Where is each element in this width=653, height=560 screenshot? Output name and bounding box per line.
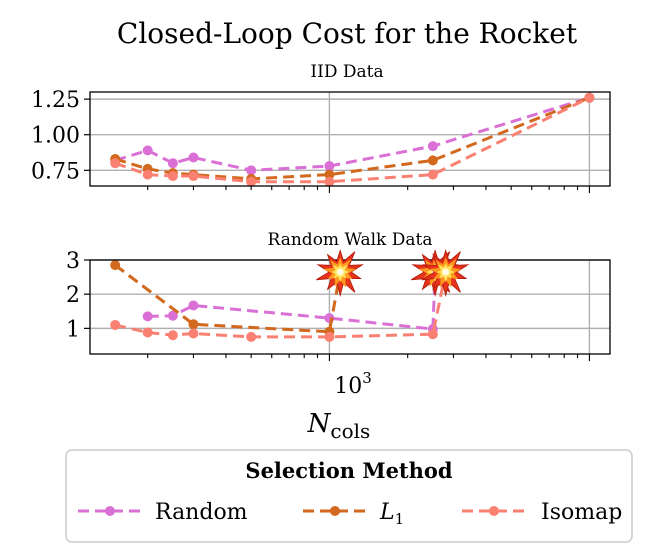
legend: Selection Method Random L1 Isomap (65, 449, 633, 543)
data-point-isomap (246, 331, 257, 342)
chart-title: Closed-Loop Cost for the Rocket (117, 17, 578, 50)
data-point-isomap (427, 329, 438, 340)
data-point-isomap (246, 176, 257, 187)
data-point-isomap (427, 169, 438, 180)
series-line-isomap (114, 271, 448, 339)
legend-label: Isomap (541, 500, 622, 525)
subplot-random-walk: Random Walk Data 1 2 3 (66, 230, 611, 361)
y-tick-label: 2 (66, 283, 80, 308)
series-line-isomap (114, 96, 591, 184)
data-point-isomap (167, 330, 178, 341)
data-point-isomap (324, 176, 335, 187)
data-point-isomap (110, 319, 121, 330)
data-point-l1 (427, 155, 438, 166)
y-tick-label: 1.00 (31, 124, 80, 149)
legend-swatch-marker (105, 506, 115, 516)
data-point-random (246, 165, 257, 176)
data-point-random (142, 311, 153, 322)
y-tick-label: 0.75 (31, 159, 80, 184)
series-line-l1 (114, 96, 590, 181)
data-point-random (188, 152, 199, 163)
legend-title: Selection Method (245, 458, 452, 483)
data-point-isomap (324, 331, 335, 342)
legend-label: L1 (379, 500, 404, 528)
data-point-random (188, 300, 199, 311)
data-point-random (167, 310, 178, 321)
series-line-l1 (114, 263, 342, 334)
legend-frame (65, 449, 633, 543)
data-point-isomap (188, 171, 199, 182)
legend-swatch-marker (489, 506, 499, 516)
legend-item: Isomap (462, 500, 622, 525)
subplot-iid: IID Data 0.75 1.00 1.25 (31, 62, 611, 193)
data-point-random (427, 141, 438, 152)
y-tick-label: 3 (66, 249, 80, 274)
data-point-isomap (110, 158, 121, 169)
subplot-title-iid: IID Data (310, 62, 383, 82)
data-point-random (167, 158, 178, 169)
data-point-random (324, 161, 335, 172)
legend-item: Random (78, 500, 248, 525)
explosion-icon (421, 249, 470, 298)
legend-item: L1 (303, 500, 404, 528)
data-point-random (142, 145, 153, 156)
data-point-isomap (188, 328, 199, 339)
data-point-l1 (110, 260, 121, 271)
legend-label: Random (155, 500, 248, 525)
subplot-title-random-walk: Random Walk Data (268, 230, 433, 250)
data-point-isomap (142, 169, 153, 180)
legend-swatch-marker (330, 506, 340, 516)
data-point-isomap (584, 92, 595, 103)
explosion-icon (316, 249, 365, 298)
y-tick-label: 1.25 (31, 88, 80, 113)
y-tick-label: 1 (66, 317, 80, 342)
data-point-l1 (324, 169, 335, 180)
x-axis-label: Ncols (307, 409, 371, 443)
axes-frame-iid (89, 91, 611, 187)
data-point-l1 (188, 319, 199, 330)
data-point-isomap (142, 327, 153, 338)
data-point-isomap (167, 171, 178, 182)
x-tick-label-1000: 103 (334, 369, 372, 399)
